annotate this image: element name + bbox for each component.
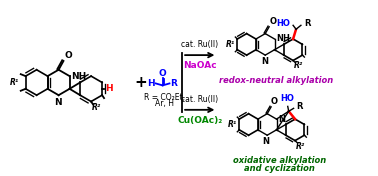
Text: R¹: R¹ [228, 120, 237, 129]
Text: R¹: R¹ [9, 78, 19, 87]
Text: N: N [261, 57, 268, 66]
Text: HO: HO [276, 19, 290, 28]
Text: HO: HO [280, 95, 294, 103]
Text: cat. Ru(II): cat. Ru(II) [181, 40, 218, 49]
Text: N: N [54, 98, 62, 107]
Text: O: O [159, 69, 166, 78]
Text: R¹: R¹ [226, 40, 235, 49]
Text: and cyclization: and cyclization [245, 164, 315, 172]
Text: Ar, H: Ar, H [155, 99, 174, 108]
Text: R²: R² [92, 103, 101, 112]
Text: +: + [135, 75, 147, 90]
Text: cat. Ru(II): cat. Ru(II) [181, 95, 218, 104]
Text: oxidative alkylation: oxidative alkylation [233, 156, 327, 165]
Text: R = CO₂Et,: R = CO₂Et, [144, 93, 185, 102]
Text: Cu(OAc)₂: Cu(OAc)₂ [177, 116, 222, 125]
Text: NH: NH [71, 72, 87, 81]
Text: R: R [304, 19, 310, 28]
Text: NH: NH [276, 34, 290, 43]
Text: O: O [65, 51, 72, 60]
Text: N: N [263, 137, 270, 146]
Text: R²: R² [294, 61, 303, 70]
Text: H: H [105, 84, 113, 93]
Text: R: R [170, 79, 177, 88]
Text: H: H [147, 79, 155, 88]
Text: R: R [296, 102, 303, 111]
Text: N: N [279, 115, 285, 124]
Text: redox-neutral alkylation: redox-neutral alkylation [219, 76, 333, 85]
Text: NaOAc: NaOAc [183, 61, 217, 70]
Text: O: O [271, 97, 278, 106]
Text: R²: R² [296, 142, 305, 150]
Text: O: O [269, 17, 276, 26]
